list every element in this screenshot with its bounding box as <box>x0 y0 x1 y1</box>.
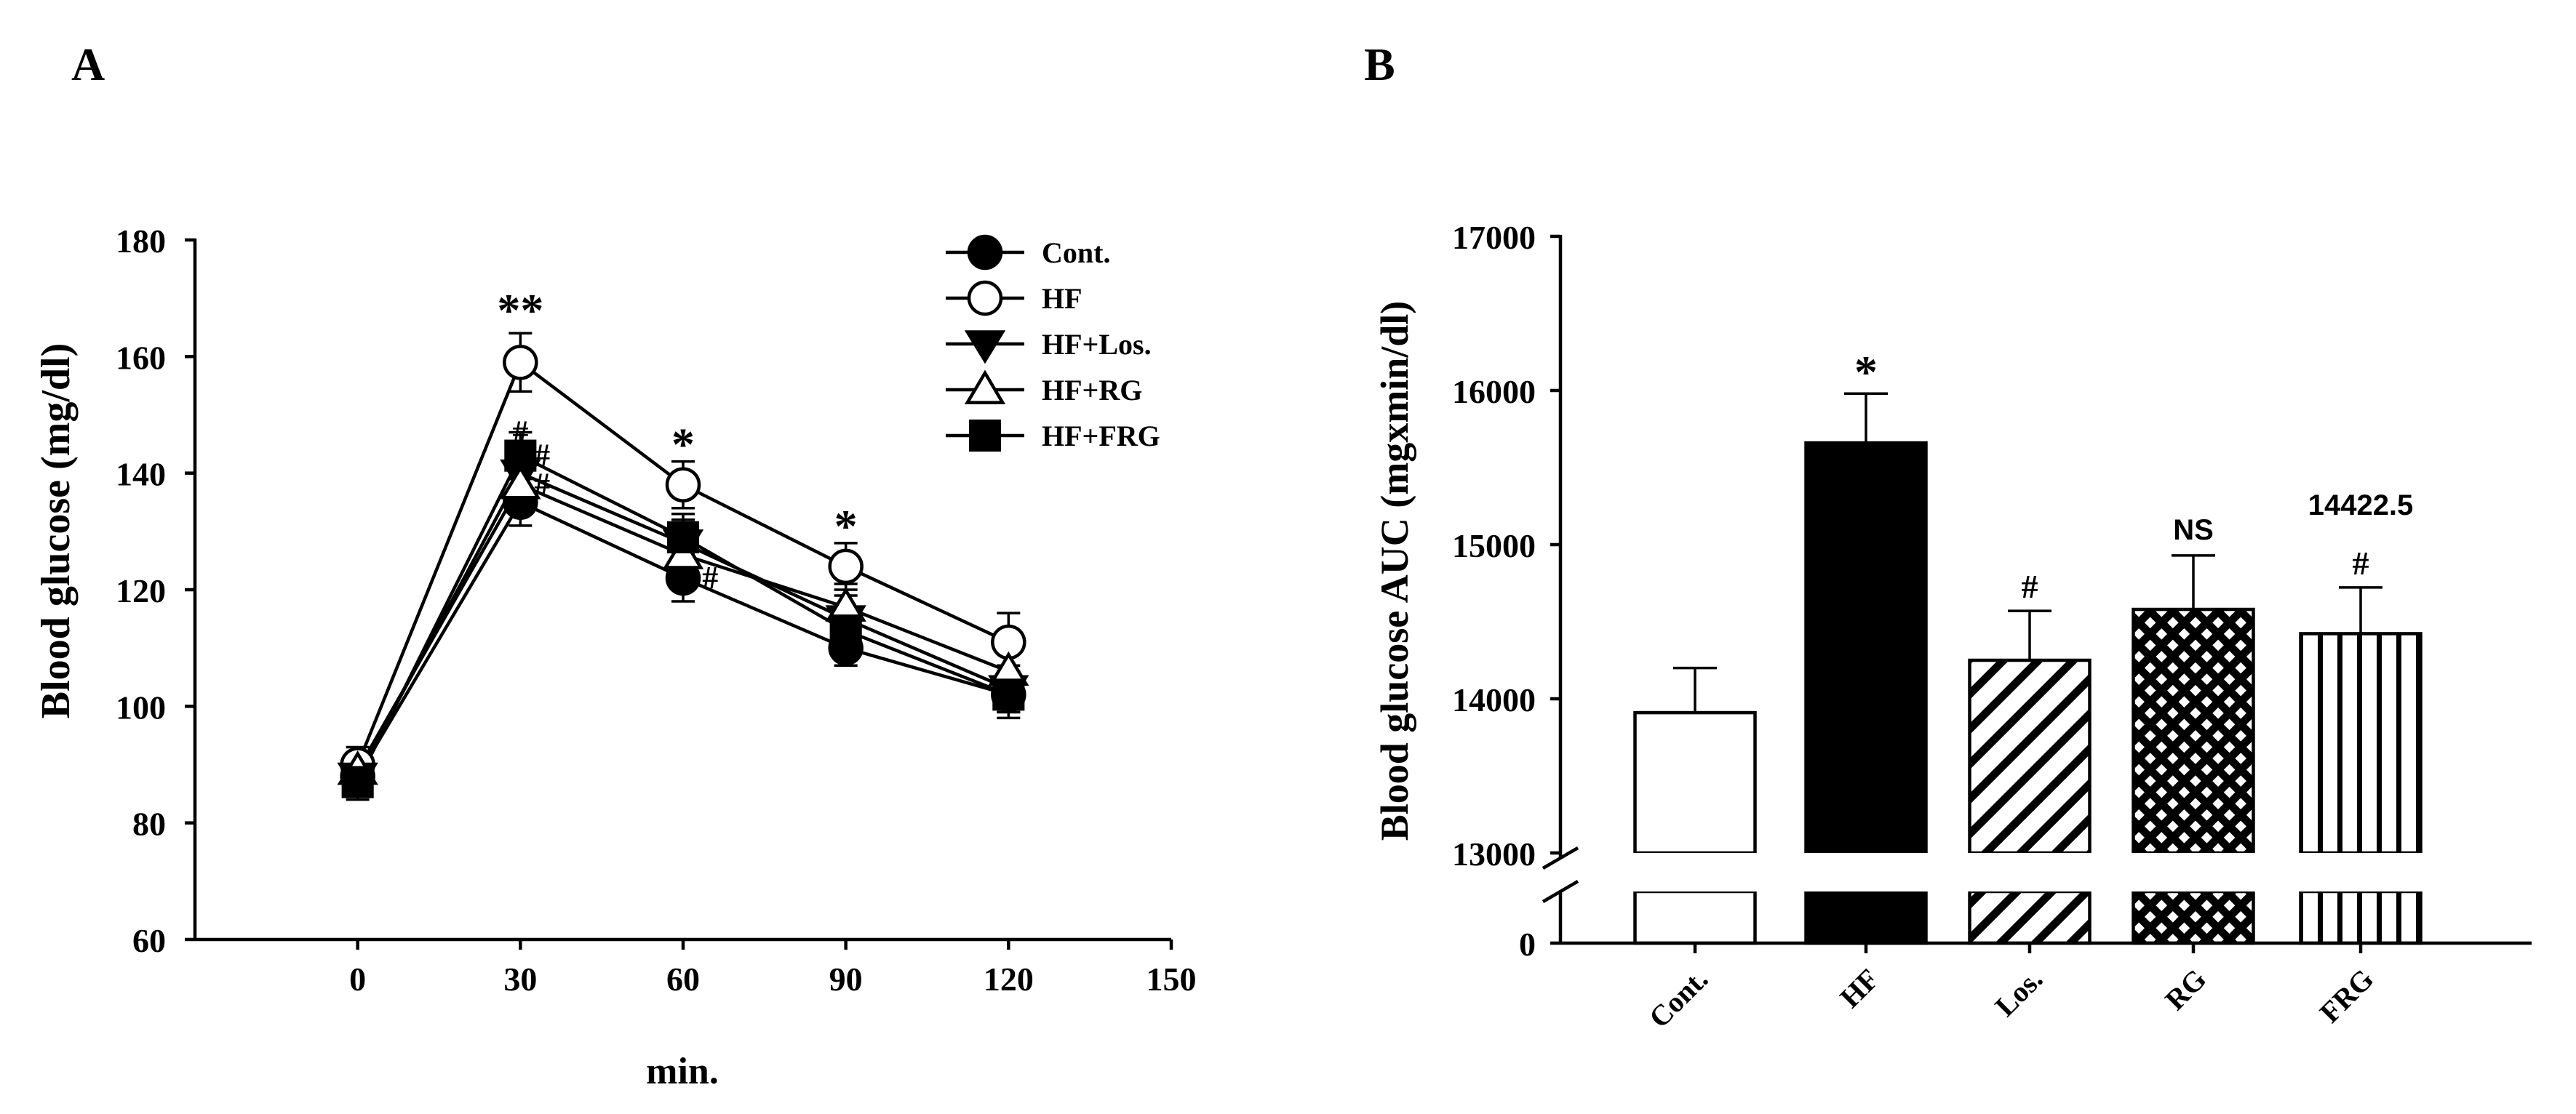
panel-b-error-bars <box>1673 392 2382 713</box>
legend-label: HF+FRG <box>1042 420 1160 452</box>
bar-lower <box>1804 889 1928 945</box>
axis-break-mark <box>1542 880 1579 903</box>
legend-entry: HF+Los. <box>946 328 1152 364</box>
legend-entry: HF+FRG <box>946 419 1160 452</box>
significance-annotation: # <box>702 560 718 596</box>
legend-entry: HF+RG <box>946 369 1142 406</box>
significance-annotation: * <box>671 419 695 470</box>
panel-a-y-tick-label: 100 <box>116 689 166 726</box>
panel-b-y-tick-label: 13000 <box>1452 836 1536 873</box>
bar-break-gap <box>2129 853 2258 891</box>
significance-annotation: * <box>834 500 858 552</box>
panel-b-category-label: Los. <box>1988 963 2049 1023</box>
panel-a-markers <box>337 345 1029 798</box>
panel-a-x-tick-label: 60 <box>666 961 700 998</box>
significance-annotation: # <box>534 438 550 473</box>
significance-annotation: # <box>534 467 550 502</box>
panel-a-x-tick-label: 0 <box>349 961 366 998</box>
panel-a-y-tick-label: 120 <box>116 572 166 609</box>
bar-upper <box>1968 658 2091 855</box>
panel-a-y-tick-label: 140 <box>116 456 166 493</box>
panel-a-axes: 60 80 100 120 140 160 180 0 30 60 90 120 150 <box>116 223 1197 998</box>
panel-a-label: A <box>71 39 105 90</box>
panel-a-y-tick-label: 60 <box>132 922 166 959</box>
panel-b-category-label: FRG <box>2313 963 2380 1030</box>
panel-b-bar-labels: * # NS #14422.5 <box>1854 346 2413 605</box>
panel-b-y-tick-label: 16000 <box>1452 373 1536 410</box>
panel-b-y-tick-label: 17000 <box>1452 219 1536 256</box>
legend-marker <box>967 234 1003 271</box>
panel-a-legend: Cont. HF HF+Los. HF+RG HF+FRG <box>946 234 1160 452</box>
panel-a: A Blood glucose (mg/dl) min. 60 80 100 120 1… <box>33 39 1197 1092</box>
data-point <box>341 766 374 798</box>
panel-a-annotations: **###*#* <box>497 284 857 596</box>
bar-value-label: 14422.5 <box>2308 489 2414 521</box>
panel-b-y-tick-label: 0 <box>1519 926 1536 963</box>
panel-a-x-tick-label: 30 <box>503 961 537 998</box>
bar-upper <box>2299 632 2423 855</box>
panel-a-x-tick-label: 90 <box>829 961 863 998</box>
legend-label: HF+Los. <box>1042 328 1152 361</box>
bar-break-gap <box>2296 853 2425 891</box>
bar-break-gap <box>1965 853 2094 891</box>
legend-marker <box>964 369 1006 404</box>
bar-lower <box>2132 889 2255 945</box>
panel-a-y-tick-label: 180 <box>116 223 166 260</box>
panel-b-y-tick-label: 15000 <box>1452 527 1536 564</box>
data-point <box>992 678 1025 711</box>
significance-label: # <box>2022 568 2038 605</box>
panel-b-category-label: HF <box>1833 963 1885 1014</box>
significance-label: NS <box>2173 514 2214 546</box>
axis-break-mark <box>1542 846 1579 870</box>
legend-marker <box>967 280 1003 316</box>
data-point <box>665 467 701 502</box>
panel-b-category-label: RG <box>2158 963 2212 1017</box>
panel-b: B Blood glucose AUC (mgxmin/dl) 0 13000 14… <box>1364 39 2532 1034</box>
significance-label: * <box>1854 346 1878 398</box>
data-point <box>828 548 864 585</box>
panel-b-y-axis-label: Blood glucose AUC (mgxmin/dl) <box>1373 301 1416 841</box>
bar-break-gap <box>1801 853 1931 891</box>
panel-b-category-label: Cont. <box>1643 963 1715 1035</box>
panel-a-y-tick-label: 160 <box>116 339 166 376</box>
data-point <box>666 521 700 553</box>
bar-upper <box>2132 607 2255 855</box>
legend-label: Cont. <box>1042 236 1110 269</box>
legend-entry: Cont. <box>946 234 1110 271</box>
legend-entry: HF <box>946 280 1082 316</box>
panel-a-y-axis-label: Blood glucose (mg/dl) <box>33 343 79 718</box>
legend-marker <box>964 330 1006 364</box>
data-point <box>500 465 541 500</box>
panel-b-label: B <box>1364 39 1395 90</box>
legend-marker <box>968 419 1002 452</box>
bar-break-gap <box>1630 853 1760 891</box>
significance-annotation: # <box>512 414 528 450</box>
significance-label: # <box>2353 545 2369 582</box>
bar-lower <box>1633 889 1757 945</box>
bar-upper <box>1804 441 1928 855</box>
data-point <box>503 345 538 380</box>
bar-lower <box>1968 889 2091 945</box>
bar-upper <box>1633 710 1757 855</box>
data-point <box>504 439 537 472</box>
panel-b-y-tick-label: 14000 <box>1452 681 1536 718</box>
data-point <box>829 614 862 647</box>
significance-annotation: ** <box>497 284 543 336</box>
legend-label: HF+RG <box>1042 374 1142 406</box>
panel-a-y-tick-label: 80 <box>132 806 166 843</box>
panel-b-bars <box>1630 441 2425 945</box>
panel-a-x-tick-label: 150 <box>1147 961 1197 998</box>
panel-a-x-tick-label: 120 <box>984 961 1034 998</box>
legend-label: HF <box>1042 282 1082 315</box>
panel-a-x-axis-label: min. <box>646 1051 719 1092</box>
bar-lower <box>2299 889 2423 945</box>
